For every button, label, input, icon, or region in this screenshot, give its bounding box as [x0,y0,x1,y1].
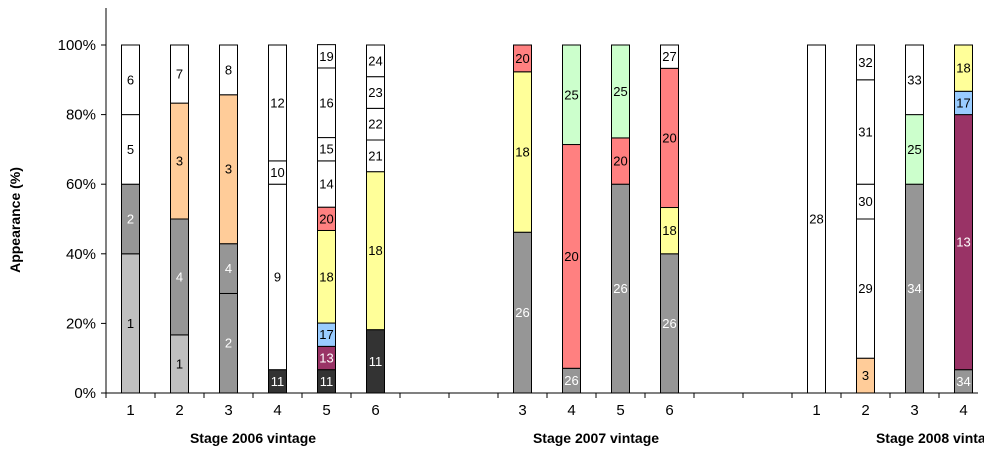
y-tick-label: 80% [66,107,96,124]
x-tick-label: 5 [616,402,624,419]
segment-label: 20 [515,51,529,66]
segment-label: 32 [858,55,872,70]
y-tick-label: 100% [58,37,96,54]
segment-label: 20 [564,249,578,264]
x-tick-label: 4 [959,402,967,419]
x-tick-label: 1 [812,402,820,419]
segment-label: 20 [662,130,676,145]
y-tick-label: 20% [66,315,96,332]
segment-label: 7 [176,67,183,82]
segment-label: 25 [907,142,921,157]
segment-label: 16 [319,95,333,110]
group-label: Stage 2007 vintage [533,430,659,446]
segment-label: 12 [270,95,284,110]
segment-label: 11 [369,354,383,369]
segment-label: 10 [270,165,284,180]
bar-segment [513,44,532,73]
bar-segment [121,44,140,116]
x-tick-label: 3 [910,402,918,419]
segment-label: 25 [613,84,627,99]
bar-segment [660,44,679,69]
bar-segment [562,44,581,146]
segment-label: 20 [613,154,627,169]
segment-label: 2 [127,212,134,227]
segment-label: 9 [274,269,281,284]
segment-label: 18 [515,145,529,160]
y-axis-title: Appearance (%) [7,167,23,273]
x-tick-label: 2 [175,402,183,419]
segment-label: 2 [225,336,232,351]
x-tick-label: 4 [567,402,575,419]
bar-segment [905,44,924,116]
bar-segment [317,44,336,69]
group-label: Stage 2008 vintage [876,430,984,446]
segment-label: 8 [225,62,232,77]
segment-label: 13 [319,351,333,366]
bar-segment [268,44,287,162]
segment-label: 17 [956,95,970,110]
segment-label: 26 [662,316,676,331]
bar-segment [954,44,973,92]
segment-label: 26 [564,373,578,388]
segment-label: 26 [515,305,529,320]
segment-label: 28 [809,212,823,227]
segment-label: 21 [368,148,382,163]
segment-label: 15 [319,142,333,157]
segment-label: 1 [176,356,183,371]
x-axis: 1 2 3 4 5 6 Stage 2006 vintage 3 4 5 6 Stage 2007 v… [105,392,984,446]
x-tick-label: 3 [518,402,526,419]
segment-label: 14 [319,177,333,192]
y-tick-label: 0% [74,385,96,402]
segment-label: 23 [368,85,382,100]
bar-segment [856,44,875,81]
segment-label: 13 [956,235,970,250]
y-tick-label: 40% [66,246,96,263]
segment-label: 3 [862,368,869,383]
segment-label: 31 [858,125,872,140]
segment-label: 27 [662,49,676,64]
y-axis: 0% 20% 40% 60% 80% 100% [58,8,107,402]
segment-label: 18 [662,223,676,238]
segment-label: 34 [956,374,970,389]
segment-label: 4 [176,269,183,284]
segment-label: 29 [858,281,872,296]
bar-segment [366,44,385,78]
x-tick-label: 2 [861,402,869,419]
segment-label: 25 [564,87,578,102]
segment-label: 18 [319,269,333,284]
bar-segment [170,44,189,104]
bar-segment [611,44,630,139]
segment-label: 19 [319,49,333,64]
segment-label: 11 [271,374,285,389]
segment-label: 17 [319,327,333,342]
x-tick-label: 5 [322,402,330,419]
segment-label: 18 [956,61,970,76]
segment-label: 11 [320,374,334,389]
segment-label: 3 [225,162,232,177]
segment-label: 34 [907,281,921,296]
segment-label: 30 [858,194,872,209]
segment-label: 3 [176,154,183,169]
segment-label: 33 [907,72,921,87]
segment-label: 4 [225,261,232,276]
x-tick-label: 1 [126,402,134,419]
x-tick-label: 4 [273,402,281,419]
segment-label: 20 [319,211,333,226]
group-label: Stage 2006 vintage [190,430,316,446]
bars-layer: 1256143724381191012111317182014151619111… [121,44,973,394]
x-tick-label: 6 [665,402,673,419]
segment-label: 18 [368,243,382,258]
x-tick-label: 3 [224,402,232,419]
bar-segment [219,44,238,96]
segment-label: 22 [368,117,382,132]
segment-label: 6 [127,72,134,87]
x-tick-label: 6 [371,402,379,419]
y-tick-label: 60% [66,176,96,193]
segment-label: 1 [127,316,134,331]
segment-label: 5 [127,142,134,157]
segment-label: 26 [613,281,627,296]
segment-label: 24 [368,53,382,68]
